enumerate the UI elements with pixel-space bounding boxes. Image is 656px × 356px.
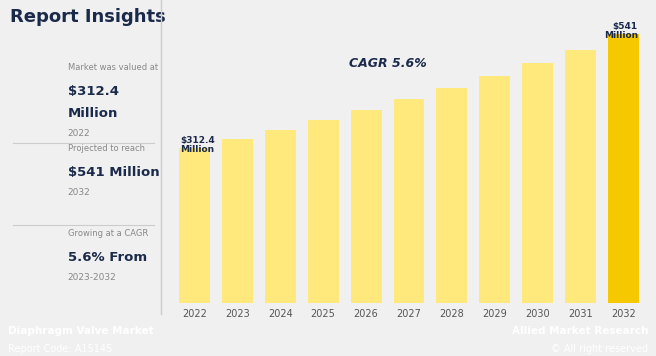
Text: Million: Million [68, 107, 118, 120]
Text: Allied Market Research: Allied Market Research [512, 326, 648, 336]
Bar [436, 88, 468, 303]
Text: Diaphragm Valve Market: Diaphragm Valve Market [8, 326, 154, 336]
Text: 2032: 2032 [68, 188, 91, 197]
Bar [179, 148, 210, 303]
Bar [480, 76, 510, 303]
Text: © All right reserved: © All right reserved [551, 344, 648, 354]
Bar [565, 49, 596, 303]
Text: CAGR 5.6%: CAGR 5.6% [349, 57, 426, 70]
Text: 2023-2032: 2023-2032 [68, 273, 116, 282]
Text: Million: Million [180, 145, 215, 154]
Text: $312.4: $312.4 [68, 85, 119, 98]
Bar [394, 99, 424, 303]
Bar [350, 110, 382, 303]
Text: Million: Million [604, 31, 638, 40]
Text: Report Code: A15145: Report Code: A15145 [8, 344, 112, 354]
Text: Report Insights: Report Insights [10, 8, 165, 26]
Text: $312.4: $312.4 [180, 136, 215, 145]
Bar [308, 120, 338, 303]
Bar [608, 34, 639, 303]
Text: $541 Million: $541 Million [68, 166, 159, 179]
Bar [522, 63, 553, 303]
Bar [265, 130, 296, 303]
Text: 5.6% From: 5.6% From [68, 251, 147, 264]
Text: $541: $541 [613, 22, 638, 31]
Bar [222, 139, 253, 303]
Text: Projected to reach: Projected to reach [68, 145, 144, 153]
Text: 2022: 2022 [68, 129, 90, 138]
Text: Market was valued at: Market was valued at [68, 63, 157, 72]
Text: Growing at a CAGR: Growing at a CAGR [68, 229, 148, 238]
